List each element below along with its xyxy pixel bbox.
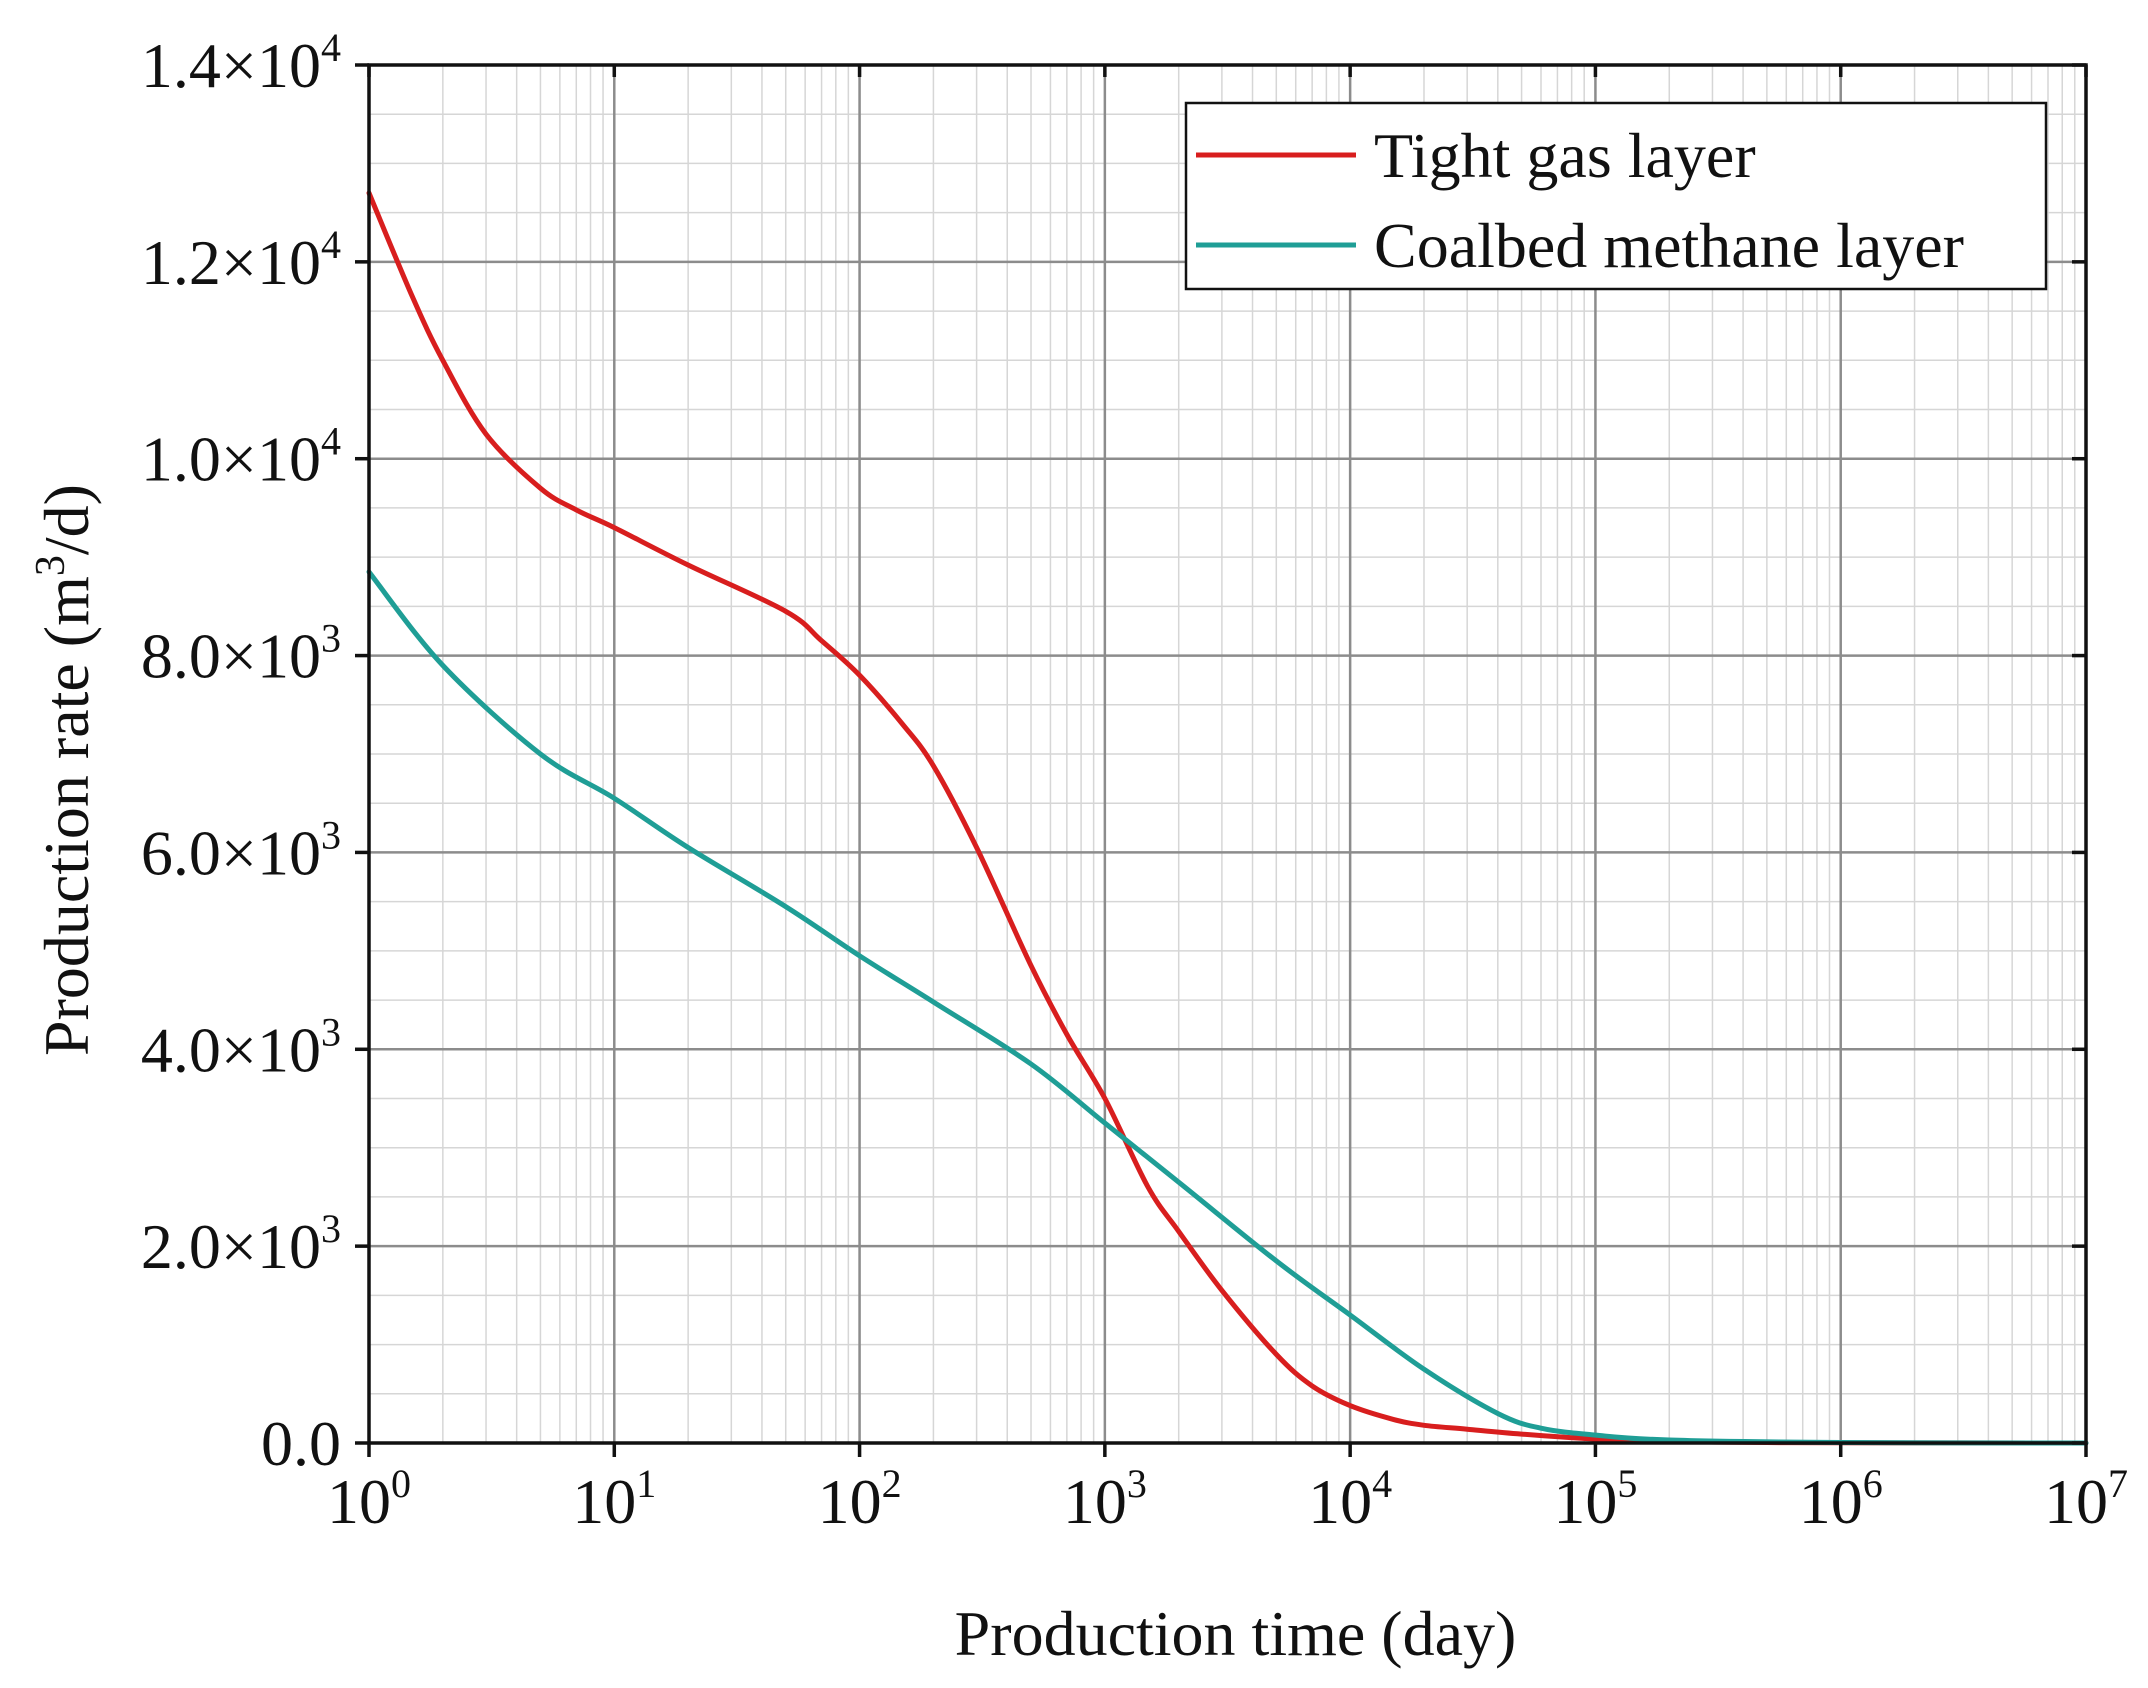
x-tick-label: 102 <box>818 1461 902 1537</box>
y-tick-label: 2.0×103 <box>141 1206 341 1282</box>
x-tick-label: 104 <box>1308 1461 1392 1537</box>
series-line-tight-gas <box>366 190 2089 1446</box>
series-line-coalbed-methane <box>366 569 2089 1446</box>
x-tick-label: 100 <box>327 1461 411 1537</box>
y-tick-label: 4.0×103 <box>141 1009 341 1085</box>
legend-label: Coalbed methane layer <box>1374 210 1964 281</box>
y-tick-label: 1.4×104 <box>141 25 341 101</box>
axes-layer: 100 101 102 103 104 105 106 107 0.0 2.0×103 4.0×10… <box>28 25 2128 1669</box>
legend: Tight gas layer Coalbed methane layer <box>1184 101 2048 291</box>
y-tick-label: 6.0×103 <box>141 812 341 888</box>
y-tick-label: 1.2×104 <box>141 222 341 298</box>
y-tick-label: 8.0×103 <box>141 616 341 692</box>
x-tick-label: 101 <box>572 1461 656 1537</box>
x-tick-label: 107 <box>2044 1461 2128 1537</box>
x-axis-label: Production time (day) <box>955 1598 1517 1669</box>
legend-box <box>1184 101 2048 291</box>
minor-grid <box>369 65 2086 1443</box>
y-tick-label: 1.0×104 <box>141 419 341 495</box>
series-layer <box>366 190 2089 1446</box>
x-tick-label: 105 <box>1553 1461 1637 1537</box>
plot-frame <box>367 63 2088 1445</box>
x-tick-label: 103 <box>1063 1461 1147 1537</box>
y-axis-label: Production rate (m3/d) <box>28 484 102 1056</box>
legend-label: Tight gas layer <box>1374 120 1756 191</box>
y-tick-label: 0.0 <box>261 1408 341 1479</box>
x-tick-label: 106 <box>1799 1461 1883 1537</box>
